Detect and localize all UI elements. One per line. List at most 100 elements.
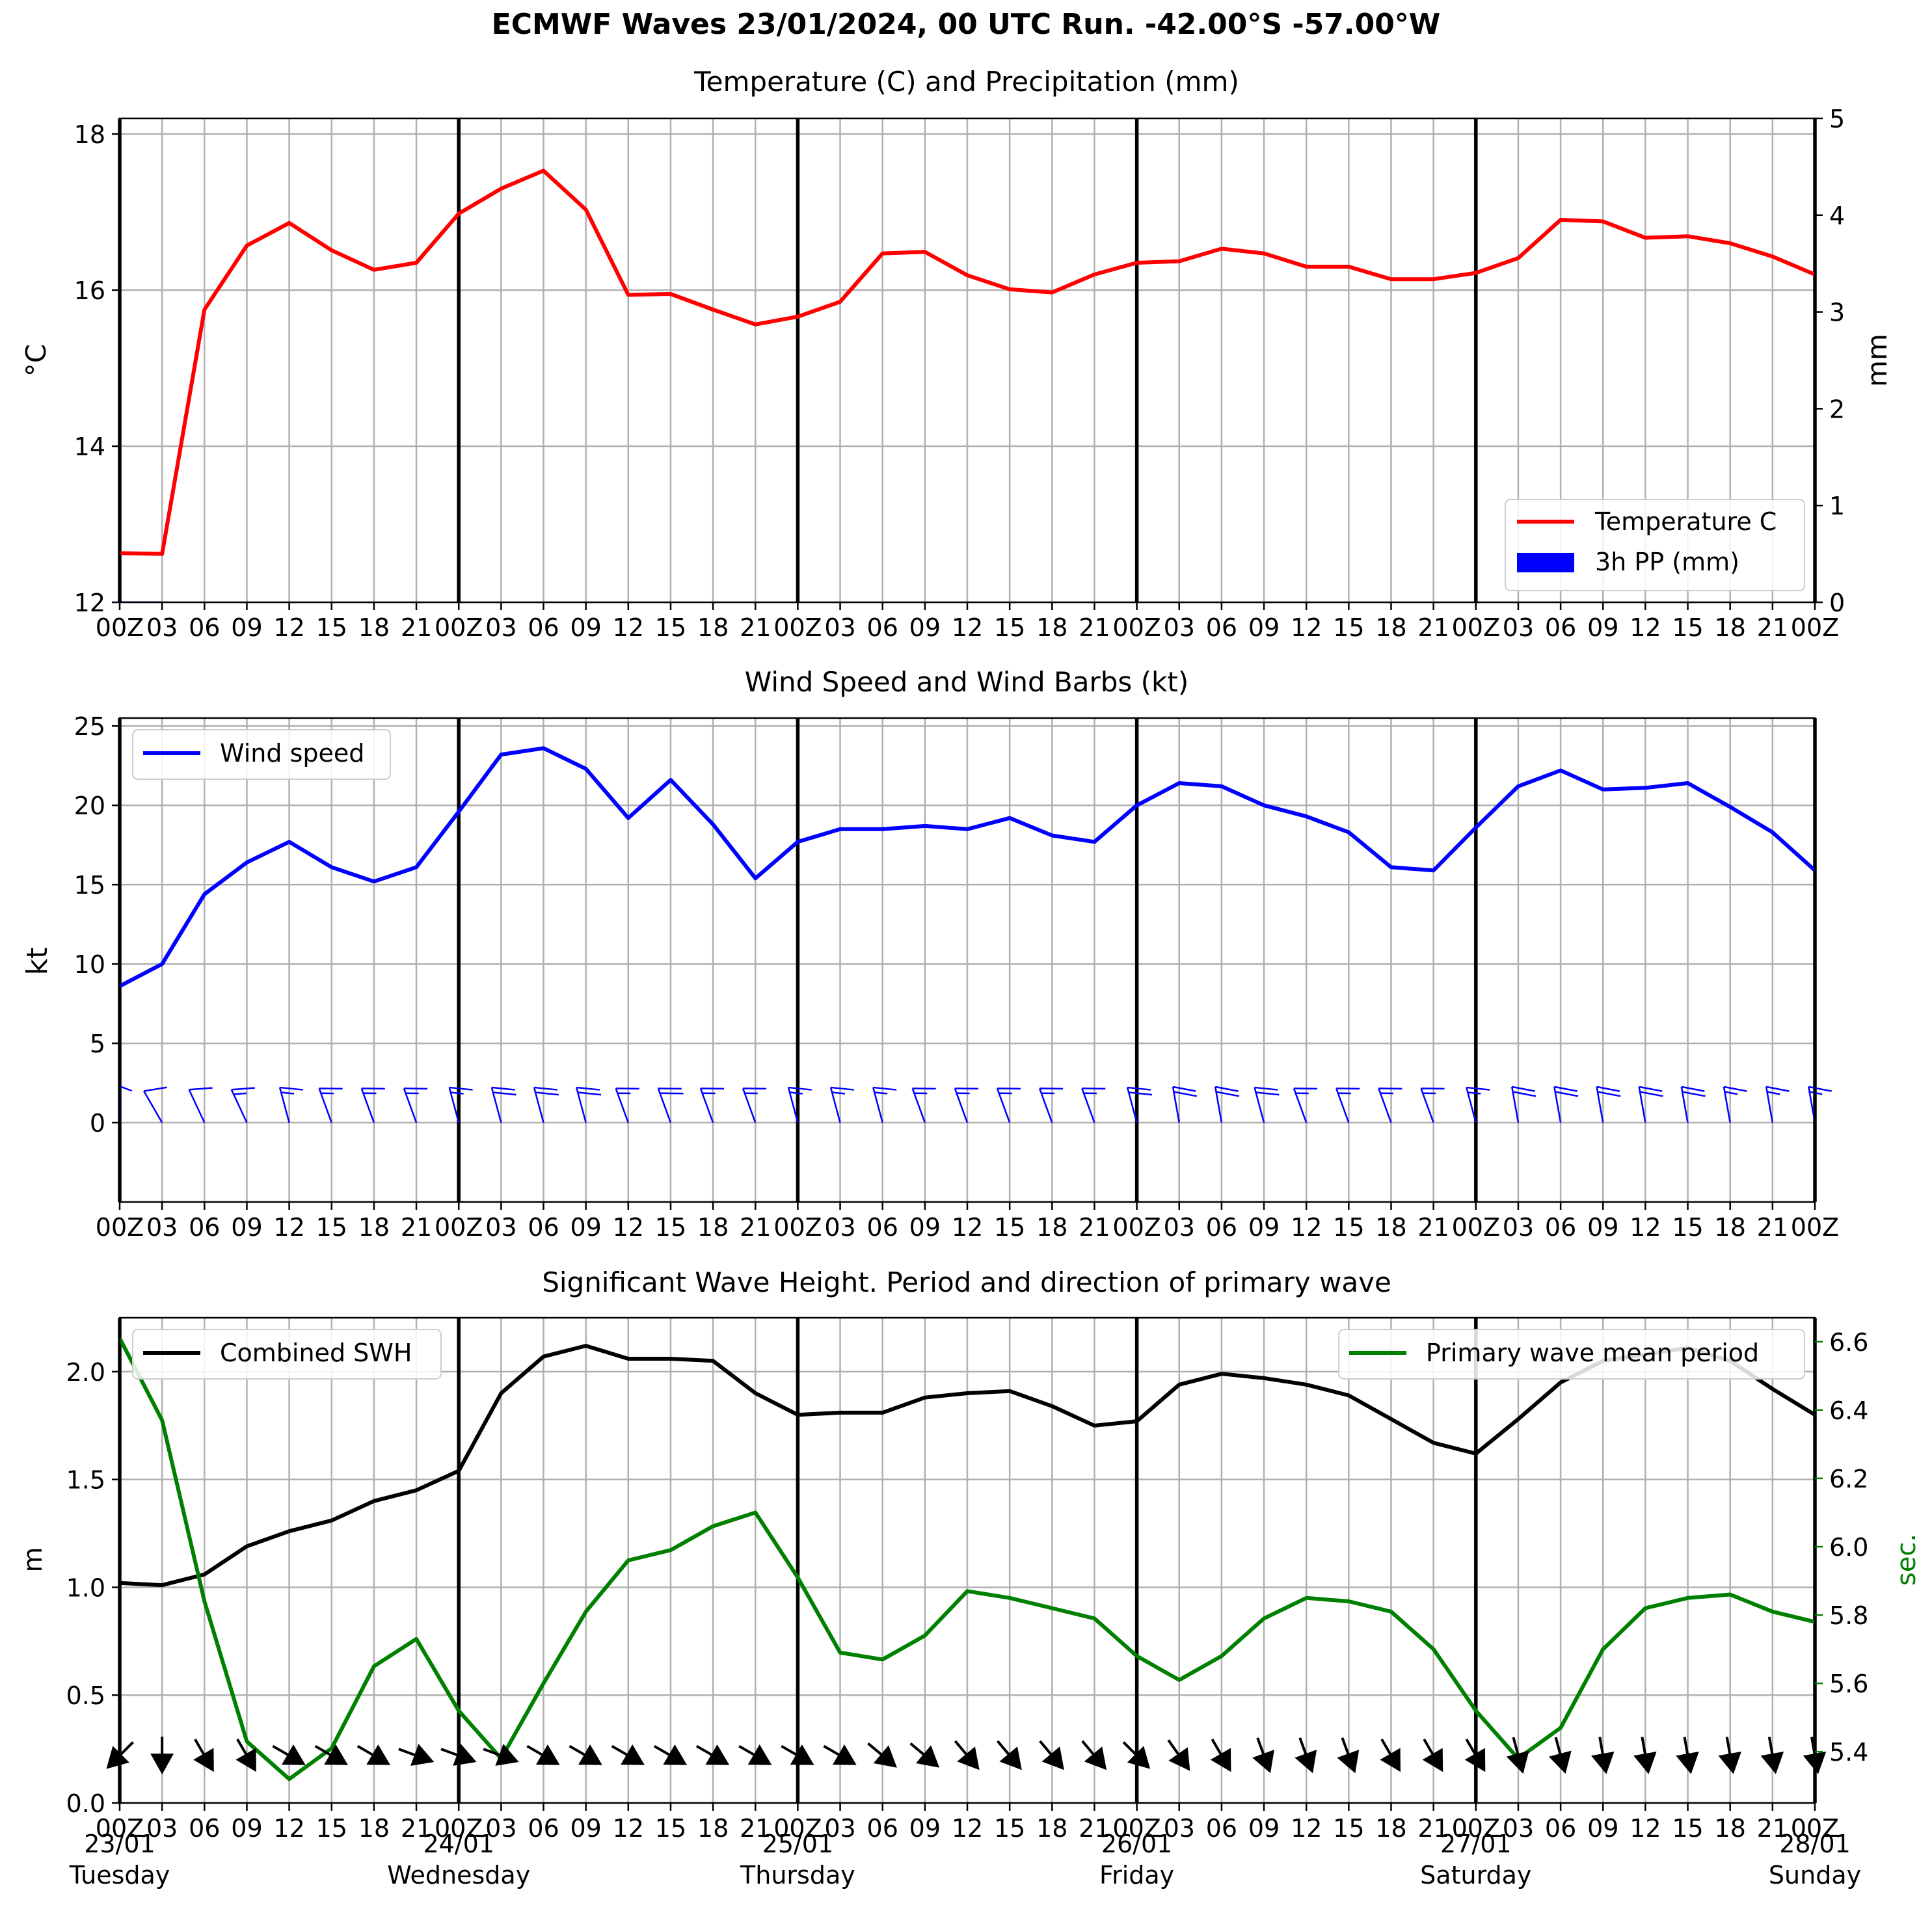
panel-waves-legend-swh: Combined SWH bbox=[132, 1329, 442, 1380]
legend-precipitation-label: 3h PP (mm) bbox=[1595, 548, 1739, 576]
wind-barb-feather bbox=[491, 1086, 515, 1091]
x-tick-label: 21 bbox=[401, 613, 432, 642]
wind-y-label: kt bbox=[21, 948, 54, 976]
wind-barb-feather bbox=[576, 1086, 600, 1091]
wind-barb-staff bbox=[575, 1087, 587, 1123]
x-tick-label: 06 bbox=[867, 1814, 898, 1843]
wave-arrow-head bbox=[1084, 1746, 1107, 1770]
wave-arrow-head bbox=[833, 1744, 857, 1765]
wind-barb-staff bbox=[1293, 1088, 1308, 1123]
day-date-label: 28/01 bbox=[1779, 1830, 1851, 1858]
wind-barb-feather bbox=[279, 1086, 304, 1091]
x-tick-label: 21 bbox=[1417, 1213, 1449, 1242]
wave-arrow-head bbox=[535, 1744, 560, 1765]
wind-barb-staff bbox=[360, 1088, 375, 1123]
x-tick-label: 06 bbox=[528, 1213, 559, 1242]
y-tick-label: 0 bbox=[90, 1109, 105, 1138]
wind-barb-feather bbox=[1639, 1091, 1663, 1097]
wind-barb-staff bbox=[1723, 1086, 1731, 1123]
wind-barb-feather bbox=[1767, 1091, 1780, 1095]
x-tick-label: 03 bbox=[1503, 1213, 1534, 1242]
wind-barb-feather bbox=[1765, 1086, 1790, 1092]
temperature-series bbox=[119, 168, 1816, 556]
wave-arrow-head bbox=[790, 1744, 814, 1765]
y-tick-label: 1.0 bbox=[66, 1573, 105, 1602]
x-tick-label: 12 bbox=[1630, 613, 1661, 642]
legend-box bbox=[132, 1329, 442, 1380]
legend-box bbox=[1338, 1329, 1805, 1380]
wind-barb-feather bbox=[1596, 1086, 1620, 1092]
x-tick-label: 06 bbox=[189, 1213, 220, 1242]
y-tick-label: 5 bbox=[90, 1030, 105, 1058]
period-line bbox=[118, 1337, 1816, 1782]
y-tick-label-right: 6.4 bbox=[1829, 1396, 1868, 1425]
x-tick-label: 21 bbox=[1417, 613, 1449, 642]
wind-barb-feather bbox=[450, 1091, 464, 1095]
x-tick-label: 06 bbox=[528, 613, 559, 642]
x-tick-label: 15 bbox=[1333, 613, 1364, 642]
panel-waves-x-ticks: 00Z 03 06 09 12 15 18 21 00Z 03 06 09 12 15 18 21 00Z 03 0… bbox=[96, 1803, 1839, 1843]
x-tick-label: 03 bbox=[485, 1814, 517, 1843]
x-tick-label: 15 bbox=[994, 1814, 1025, 1843]
x-tick-label: 09 bbox=[1248, 1814, 1280, 1843]
x-tick-label: 06 bbox=[1545, 1814, 1576, 1843]
wind-barb-staff bbox=[1081, 1088, 1095, 1123]
wind-barb-staff bbox=[1038, 1088, 1053, 1123]
wind-barb-feather bbox=[535, 1091, 559, 1096]
wind-barb-staff bbox=[278, 1087, 290, 1123]
x-tick-label: 12 bbox=[952, 613, 983, 642]
wind-barb-staff bbox=[1765, 1086, 1774, 1123]
day-labels: 23/01 Tuesday 24/01 Wednesday 25/01 Thursday 2… bbox=[69, 1830, 1861, 1889]
wave-arrow-head bbox=[747, 1744, 772, 1765]
x-tick-label: 15 bbox=[1333, 1213, 1364, 1242]
x-tick-label: 00Z bbox=[96, 1213, 144, 1242]
wind-barb-staff bbox=[1126, 1087, 1138, 1123]
wind-barb-staff bbox=[954, 1088, 969, 1123]
x-tick-label: 18 bbox=[1375, 1213, 1406, 1242]
x-tick-label: 09 bbox=[1248, 613, 1280, 642]
wave-arrow-head bbox=[1760, 1752, 1784, 1774]
panel-temperature: Temperature (C) and Precipitation (mm) 1… bbox=[20, 66, 1893, 642]
x-tick-label: 06 bbox=[1545, 1213, 1576, 1242]
y-tick-label-right: 5.8 bbox=[1829, 1601, 1868, 1630]
x-tick-label: 15 bbox=[316, 1814, 347, 1843]
wind-barb-staff bbox=[1214, 1086, 1223, 1123]
x-tick-label: 00Z bbox=[96, 613, 144, 642]
wind-barb-staff bbox=[996, 1088, 1011, 1123]
wind-barb-staff bbox=[829, 1087, 841, 1123]
wave-arrow-head bbox=[1718, 1752, 1741, 1774]
x-tick-label: 09 bbox=[909, 1814, 941, 1843]
legend-temperature-label: Temperature C bbox=[1594, 507, 1777, 536]
wave-arrow-head bbox=[1252, 1750, 1274, 1774]
wind-barb-feather bbox=[1172, 1086, 1196, 1092]
x-tick-label: 06 bbox=[1545, 613, 1576, 642]
wave-arrow-head bbox=[324, 1744, 348, 1765]
x-tick-label: 18 bbox=[697, 1213, 729, 1242]
x-tick-label: 00Z bbox=[435, 1814, 483, 1843]
wind-barb-staff bbox=[143, 1090, 163, 1123]
temperature-line bbox=[119, 168, 1816, 556]
wind-barb-staff bbox=[615, 1088, 629, 1123]
panel-temperature-x-ticks: 00Z 03 06 09 12 15 18 21 00Z 03 06 09 12 15 18 21 00Z 03 0… bbox=[96, 602, 1839, 642]
wind-barb-staff bbox=[1466, 1087, 1477, 1123]
x-tick-label: 21 bbox=[1417, 1814, 1449, 1843]
x-tick-label: 00Z bbox=[1112, 1213, 1161, 1242]
figure-suptitle: ECMWF Waves 23/01/2024, 00 UTC Run. -42.… bbox=[492, 8, 1441, 41]
wind-barb-feather bbox=[449, 1086, 473, 1091]
wave-arrow-head bbox=[916, 1745, 940, 1768]
wave-arrow-head bbox=[453, 1744, 477, 1766]
x-tick-label: 00Z bbox=[1112, 613, 1161, 642]
x-tick-label: 12 bbox=[1630, 1213, 1661, 1242]
day-weekday-label: Sunday bbox=[1769, 1861, 1861, 1889]
panel-wind-title: Wind Speed and Wind Barbs (kt) bbox=[745, 666, 1188, 698]
y-tick-label-right: 5 bbox=[1829, 105, 1845, 133]
x-tick-label: 21 bbox=[1757, 613, 1788, 642]
x-tick-label: 00Z bbox=[1452, 613, 1500, 642]
wind-barb-staff bbox=[1596, 1086, 1604, 1123]
y-tick-label-right: 0 bbox=[1829, 589, 1845, 617]
wave-arrow-head bbox=[193, 1748, 214, 1772]
wave-arrow-head bbox=[106, 1746, 129, 1769]
x-tick-label: 03 bbox=[146, 1814, 178, 1843]
wind-barb-feather bbox=[1174, 1091, 1197, 1097]
x-tick-label: 18 bbox=[1715, 1213, 1746, 1242]
